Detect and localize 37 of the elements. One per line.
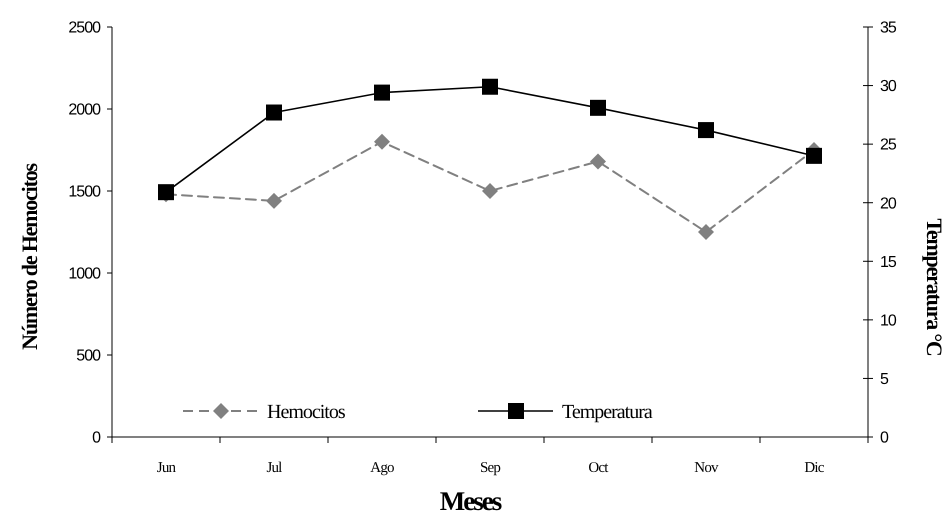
legend-label: Temperatura <box>562 401 653 423</box>
x-tick-label: Oct <box>588 460 610 476</box>
x-tick-label: Ago <box>370 460 394 476</box>
x-tick-label: Sep <box>480 460 500 476</box>
y2-tick-label: 0 <box>880 430 889 447</box>
y-tick-label: 0 <box>92 430 102 447</box>
point <box>266 192 282 209</box>
y2-tick-label: 10 <box>880 312 897 330</box>
point <box>590 153 606 170</box>
y2-tick-label: 15 <box>880 254 897 271</box>
point <box>698 224 714 240</box>
y2-axis-title: Temperatura °C <box>922 218 947 356</box>
x-axis-title: Meses <box>440 486 502 516</box>
y2-tick-label: 5 <box>880 371 889 388</box>
y2-tick-label: 30 <box>880 78 897 96</box>
x-tick-label: Jun <box>156 460 177 476</box>
point <box>266 104 282 121</box>
point <box>482 78 498 95</box>
y2-tick-label: 25 <box>880 136 897 154</box>
point <box>590 100 606 116</box>
y-tick-label: 1000 <box>68 266 102 283</box>
y-tick-label: 1500 <box>68 184 102 201</box>
point <box>698 122 714 138</box>
y-tick-label: 2500 <box>68 20 102 37</box>
y-tick-label: 2000 <box>68 102 102 119</box>
y2-tick-label: 35 <box>880 20 897 37</box>
y2-tick-label: 20 <box>880 195 897 212</box>
point <box>374 84 390 101</box>
x-tick-label: Jul <box>266 460 282 476</box>
x-tick-label: Nov <box>694 460 720 476</box>
point <box>482 183 498 199</box>
point <box>374 134 390 150</box>
y-tick-label: 500 <box>76 348 102 365</box>
x-tick-label: Dic <box>804 460 825 476</box>
point <box>806 148 822 164</box>
y-axis-title: Número de Hemocitos <box>17 162 42 350</box>
legend-label: Hemocitos <box>267 401 346 423</box>
